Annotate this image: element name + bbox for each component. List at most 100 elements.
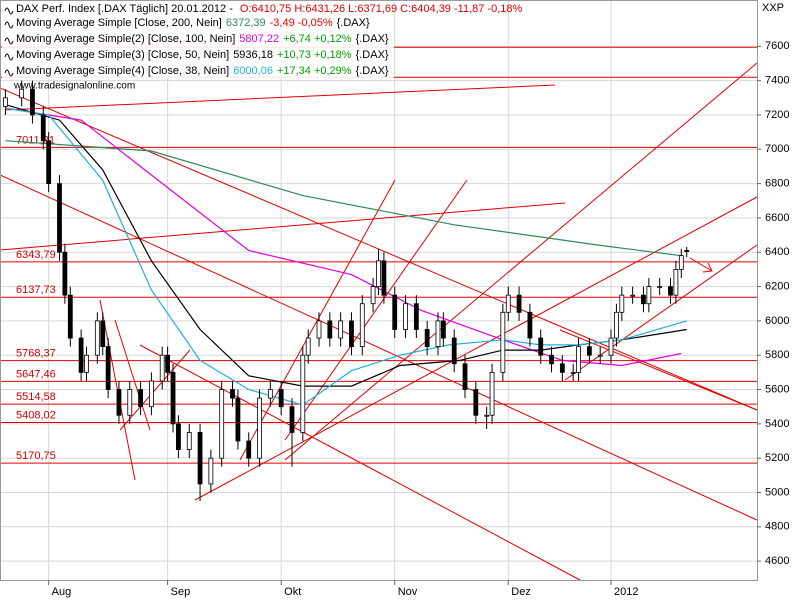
y-tick-label: 6600 [765, 212, 789, 224]
candle-body [505, 294, 511, 313]
trendline [114, 319, 151, 431]
legend-entry: Moving Average Simple(4) [Close, 38, Nei… [16, 65, 389, 77]
candle-body [413, 303, 419, 330]
candle-body [148, 380, 154, 408]
candle-body [46, 140, 52, 185]
legend-icon [4, 21, 14, 29]
candle-body [3, 97, 8, 107]
trendline [4, 84, 556, 111]
candle-body [230, 389, 235, 399]
candle-body [267, 389, 273, 399]
candle-body [403, 303, 408, 330]
trendline [139, 344, 581, 581]
candle-body [62, 251, 68, 296]
candle-body [527, 311, 533, 339]
trendline [239, 179, 396, 461]
candle-body [608, 337, 614, 356]
trendline [284, 62, 758, 461]
y-tick-label: 5400 [765, 418, 789, 430]
candle-body [614, 311, 619, 339]
candle-body [392, 294, 398, 330]
candle-body [94, 320, 100, 356]
x-tick-label: 2012 [614, 586, 638, 598]
candle-body [170, 371, 176, 425]
legend-text: -3,49 -0,05% [270, 17, 333, 29]
trendline [564, 244, 758, 381]
level-label: 5408,02 [16, 409, 56, 421]
candle-body [67, 294, 73, 339]
legend-text: 5807,22 [239, 33, 279, 45]
axes: 4600 4800 5000 5200 5400 5600 5800 6000 6200 6400… [48, 40, 789, 598]
candle-body [138, 389, 143, 408]
candle-body [538, 337, 544, 356]
legend-text: 6000,06 [233, 65, 273, 77]
x-tick-label: Nov [398, 586, 418, 598]
moving-averages [5, 104, 687, 406]
legend-text: 6372,39 [226, 17, 266, 29]
candle-body [305, 337, 311, 356]
level-label: 6137,73 [16, 284, 56, 296]
trend-arrow [689, 257, 713, 272]
candle-body [381, 260, 387, 296]
legend-entry: DAX Perf. Index [.DAX Täglich] 20.01.201… [16, 3, 522, 15]
legend-text: {.DAX} [356, 33, 389, 45]
candle-body [165, 354, 171, 373]
candle-body [338, 320, 344, 339]
legend-icon [4, 37, 14, 45]
candle-body [30, 88, 35, 116]
candle-body [349, 320, 354, 348]
candle-body [668, 286, 673, 296]
moving-average-line [5, 140, 682, 257]
candle-body [673, 269, 679, 296]
candle-body [570, 371, 576, 374]
level-label: 5647,46 [16, 368, 56, 380]
candle-body [646, 286, 652, 305]
legend-text: Moving Average Simple(4) [Close, 38, Nei… [16, 65, 229, 77]
y-tick-label: 5000 [765, 486, 789, 498]
x-tick-label: Aug [52, 586, 72, 598]
candle-body [597, 354, 603, 357]
legend-text: +6,74 +0,12% [283, 33, 352, 45]
candle-body [435, 320, 441, 348]
candle-body [300, 354, 306, 433]
y-tick-label: 7400 [765, 75, 789, 87]
candle-body [19, 88, 25, 99]
trendline [194, 196, 758, 501]
y-tick-label: 6000 [765, 315, 789, 327]
candle-body [208, 457, 214, 485]
candle-body [159, 354, 165, 382]
legend-text: {.DAX} [356, 49, 389, 61]
x-tick-label: Dez [511, 586, 531, 598]
candle-body [424, 329, 430, 348]
candle-body [684, 250, 690, 252]
plot-frame [0, 0, 758, 581]
legend-text: Moving Average Simple [Close, 200, Nein] [16, 17, 222, 29]
candle-body [489, 371, 495, 416]
moving-average-line [5, 107, 687, 406]
moving-average-line [5, 104, 687, 387]
legend-text: +17,34 +0,29% [277, 65, 352, 77]
legend-text: 5936,18 [233, 49, 273, 61]
y-tick-label: 4800 [765, 521, 789, 533]
x-tick-label: Sep [171, 586, 191, 598]
y-tick-label: 7000 [765, 143, 789, 155]
candle-body [327, 320, 333, 339]
legend-icon [4, 69, 14, 77]
candle-body [116, 389, 122, 416]
candle-body [257, 397, 262, 459]
y-tick-label: 6200 [765, 280, 789, 292]
candle-body [359, 303, 365, 348]
y-tick-label: 4600 [765, 555, 789, 567]
legend-text: {.DAX} [356, 65, 389, 77]
candle-body [516, 294, 522, 313]
candle-body [197, 432, 203, 485]
candle-body [586, 346, 592, 356]
legend-text: +10,73 +0,18% [277, 49, 352, 61]
candle-body [462, 363, 468, 390]
candle-body [127, 389, 133, 416]
axis-label: XXP [762, 2, 784, 14]
candle-body [500, 311, 506, 373]
legend-entry: Moving Average Simple(2) [Close, 100, Ne… [16, 33, 389, 45]
legend-bg [2, 1, 394, 79]
candle-body [619, 294, 625, 313]
